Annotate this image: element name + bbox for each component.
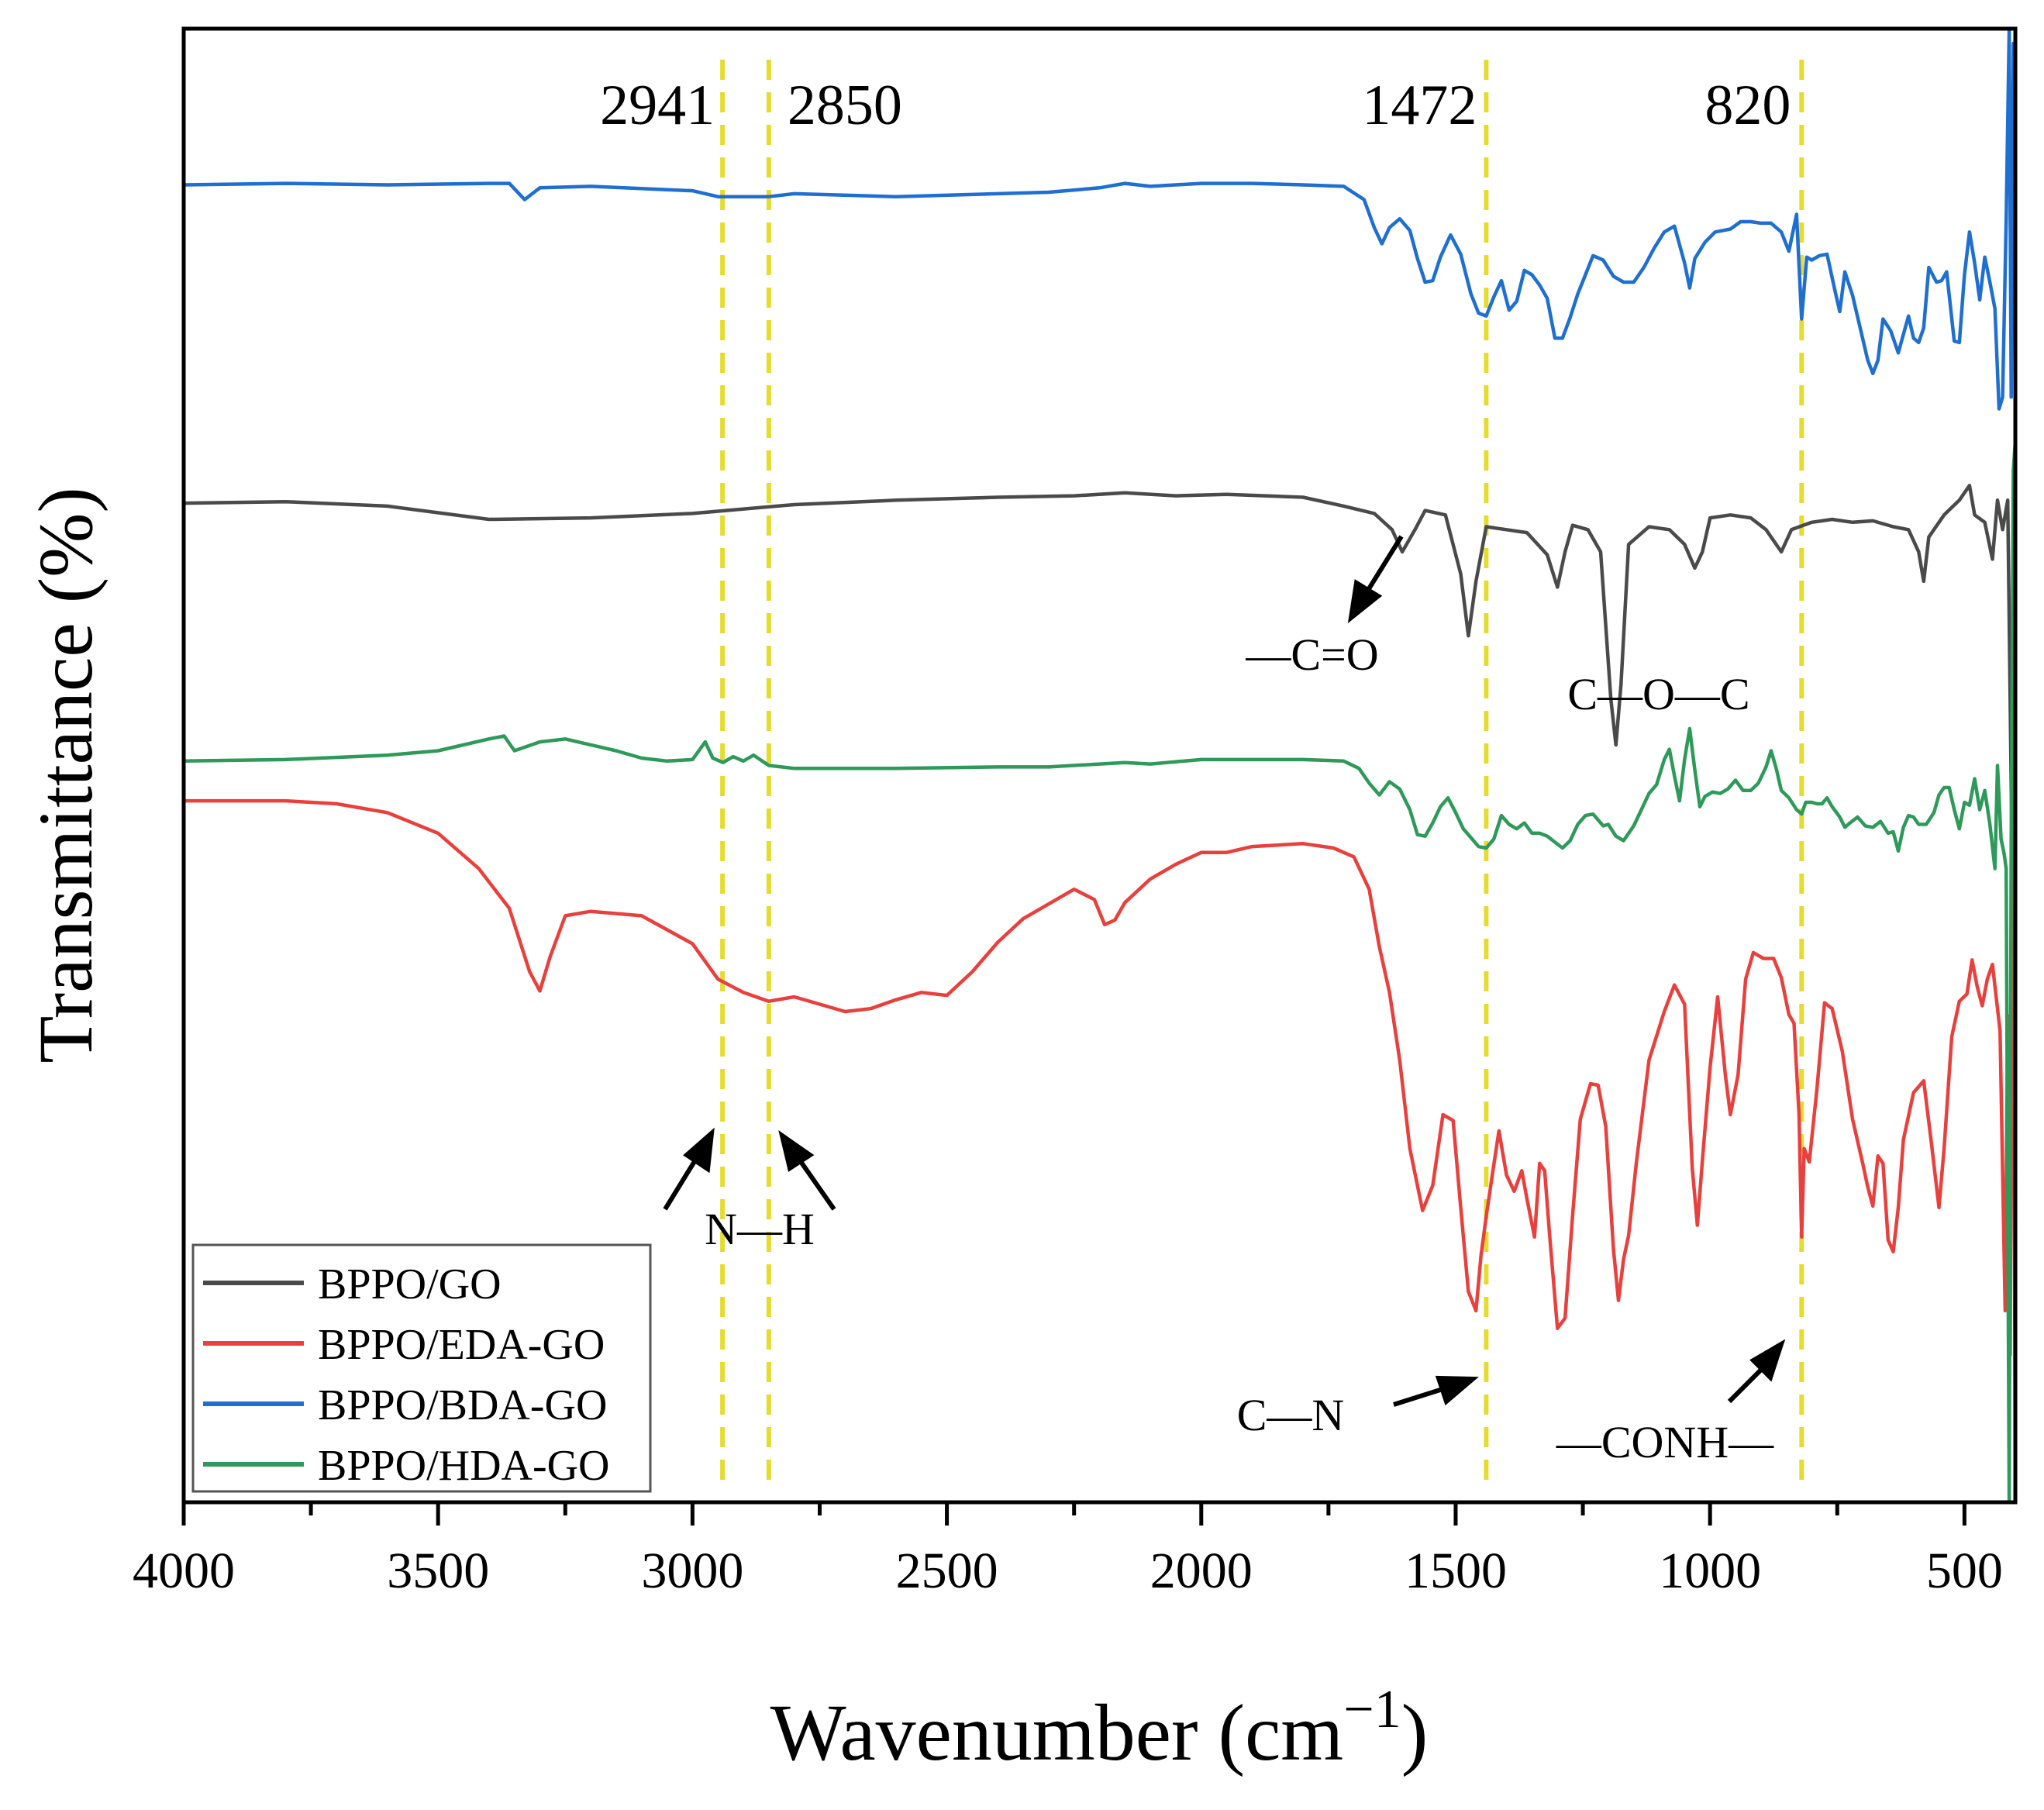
series-line-bppo-eda-go xyxy=(184,705,2018,1495)
co-arrow-head xyxy=(1347,579,1383,624)
x-tick-label-2500: 2500 xyxy=(896,1543,998,1599)
annotation-coc: C—O—C xyxy=(1567,669,1749,719)
legend-label-bppo-eda-go: BPPO/EDA-GO xyxy=(318,1321,605,1369)
legend-label-bppo-bda-go: BPPO/BDA-GO xyxy=(318,1381,607,1429)
conh-arrow-head xyxy=(1749,1339,1786,1382)
x-tick-label-2000: 2000 xyxy=(1150,1543,1253,1599)
nh-arrow-left-head xyxy=(683,1127,715,1174)
peak-annotations: —C=O C—O—C N—H C—N —CONH— xyxy=(705,629,1774,1467)
cn-arrow-head xyxy=(1435,1375,1479,1406)
x-axis-tick-labels: 4000 3500 3000 2500 2000 1500 1000 500 xyxy=(133,1543,2003,1599)
x-tick-label-1500: 1500 xyxy=(1405,1543,1507,1599)
legend-label-bppo-hda-go: BPPO/HDA-GO xyxy=(318,1442,610,1490)
nh-arrow-left xyxy=(663,1157,698,1211)
nh-arrow-right-head xyxy=(778,1130,815,1172)
plot-frame xyxy=(181,26,2018,1505)
x-tick-label-4000: 4000 xyxy=(133,1543,235,1599)
annotation-cn: C—N xyxy=(1237,1390,1345,1440)
series-line-bppo-hda-go xyxy=(183,441,2018,1505)
reference-label-1472: 1472 xyxy=(1362,74,1477,137)
legend: BPPO/GO BPPO/EDA-GO BPPO/BDA-GO BPPO/HDA-GO xyxy=(191,1243,652,1493)
reference-labels: 2941 2850 1472 820 xyxy=(600,74,1791,137)
x-tick-label-500: 500 xyxy=(1926,1543,2003,1599)
x-tick-label-3500: 3500 xyxy=(387,1543,489,1599)
legend-label-bppo-go: BPPO/GO xyxy=(318,1260,502,1308)
nh-arrow-right xyxy=(798,1159,836,1211)
co-arrow xyxy=(1363,535,1404,595)
reference-label-820: 820 xyxy=(1704,74,1791,137)
annotation-nh: N—H xyxy=(705,1204,815,1254)
spectra-series xyxy=(183,26,2018,1505)
series-line-bppo-bda-go xyxy=(183,26,2015,411)
cn-arrow xyxy=(1393,1388,1441,1407)
conh-arrow xyxy=(1727,1366,1765,1404)
annotation-arrows xyxy=(663,535,1786,1407)
x-tick-label-1000: 1000 xyxy=(1659,1543,1761,1599)
annotation-co: —C=O xyxy=(1245,629,1378,680)
x-axis-ticks xyxy=(181,1502,1966,1526)
reference-label-2850: 2850 xyxy=(788,74,902,137)
reference-label-2941: 2941 xyxy=(600,74,715,137)
series-line-bppo-go xyxy=(183,484,2018,1355)
x-tick-label-3000: 3000 xyxy=(641,1543,743,1599)
legend-box xyxy=(191,1243,652,1493)
annotation-conh: —CONH— xyxy=(1556,1417,1774,1467)
y-axis-label: Transmittance (%) xyxy=(22,487,109,1063)
legend-items: BPPO/GO BPPO/EDA-GO BPPO/BDA-GO BPPO/HDA-GO xyxy=(203,1260,610,1490)
x-axis-label: Wavenumber (cm−1) xyxy=(770,1680,1429,1777)
